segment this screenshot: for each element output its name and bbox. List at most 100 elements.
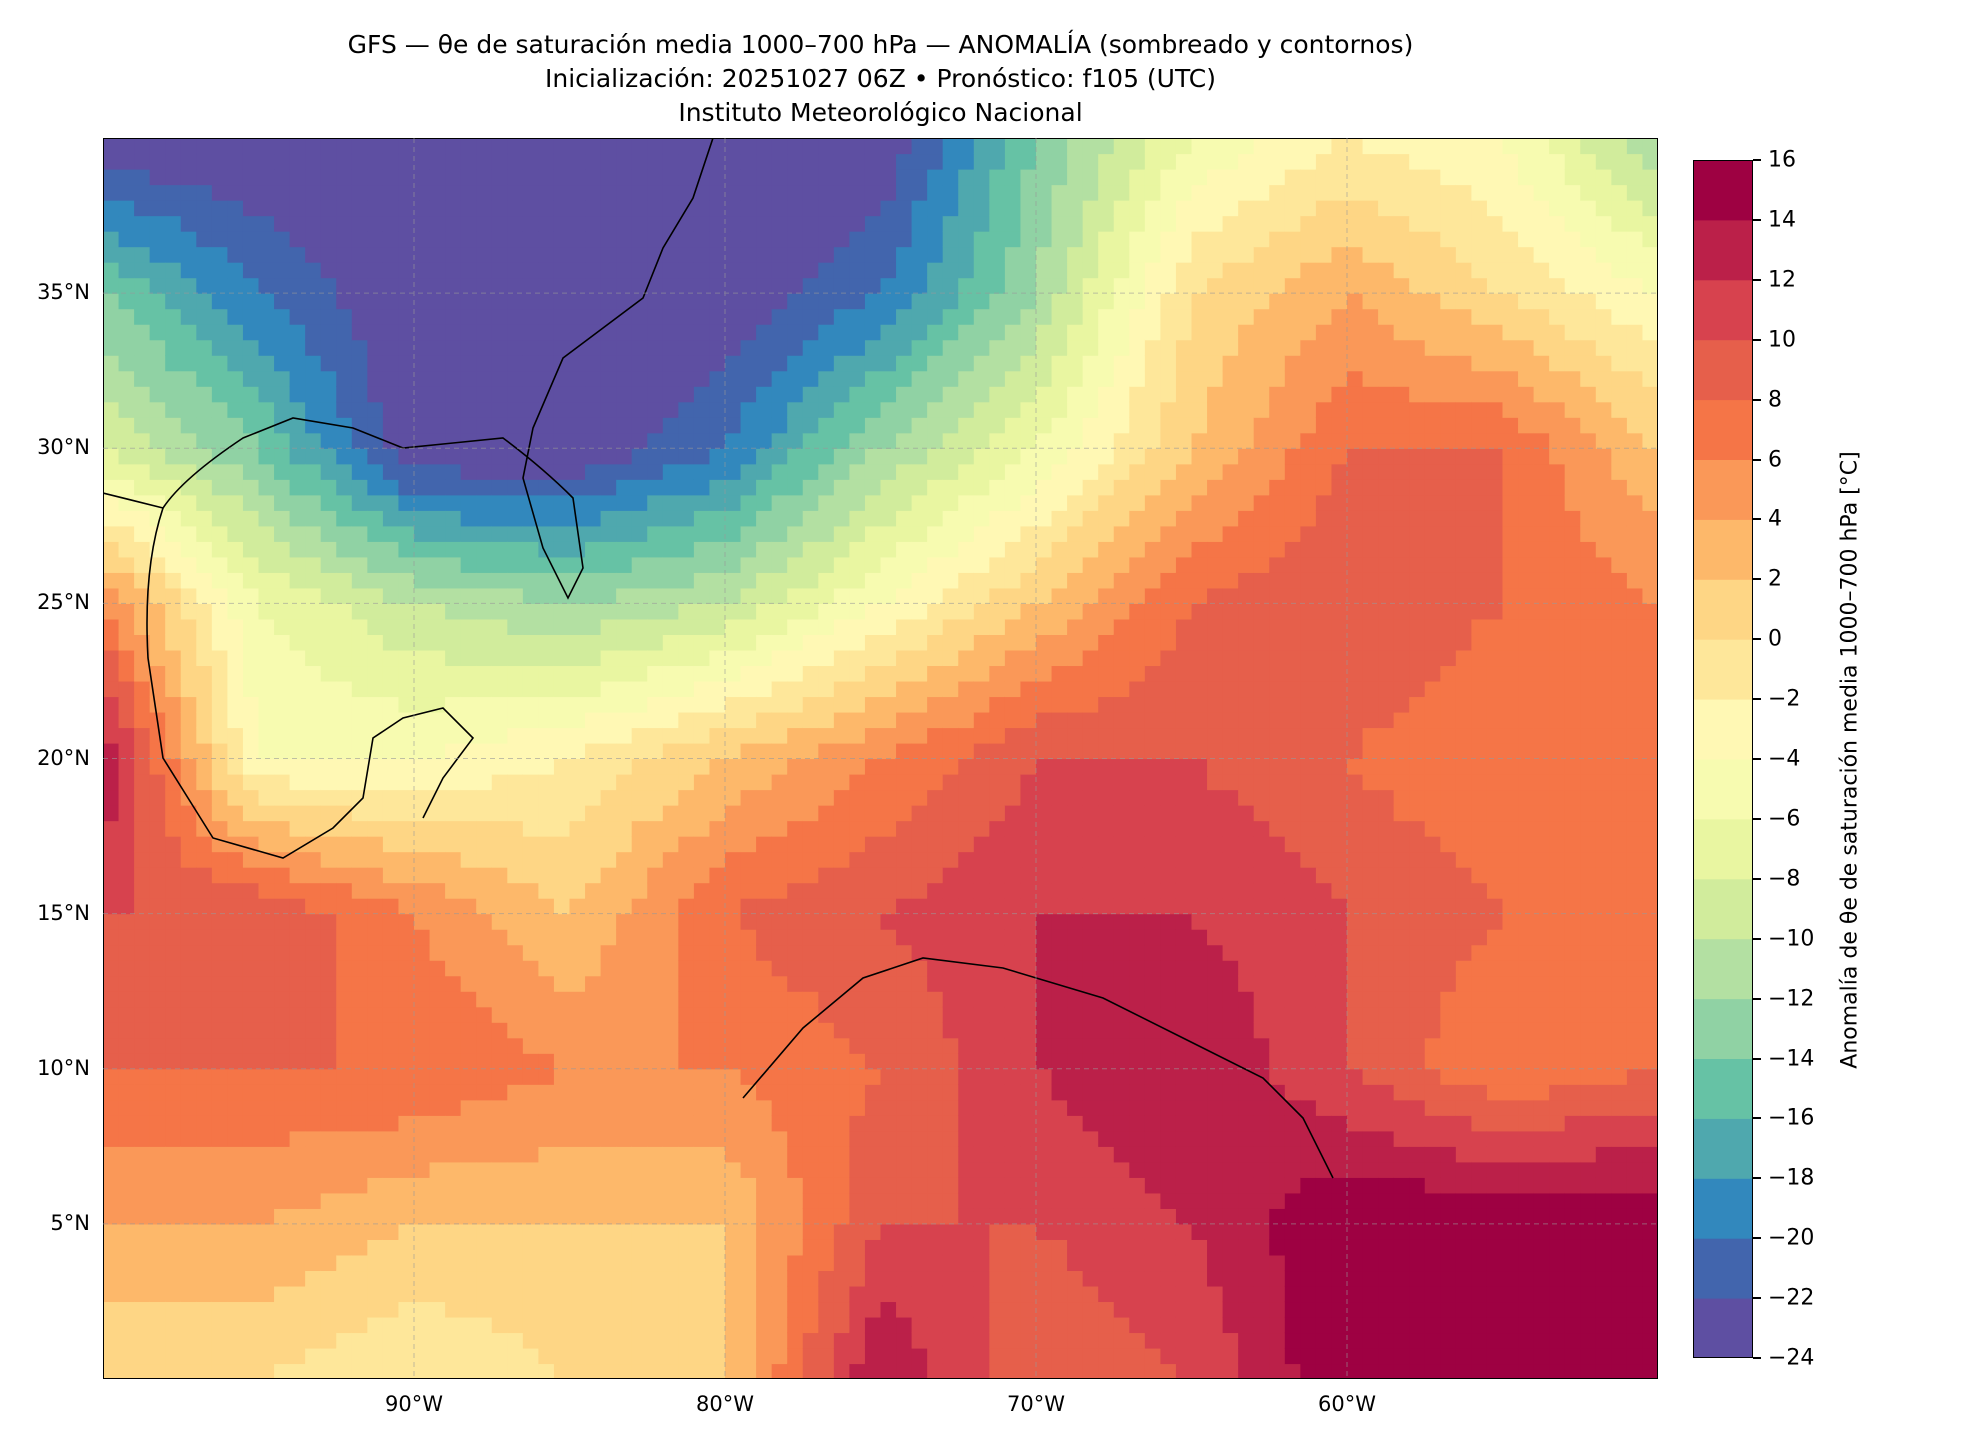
field-cell xyxy=(507,587,524,604)
field-cell xyxy=(289,618,306,635)
field-cell xyxy=(274,355,291,372)
field-cell xyxy=(414,1332,431,1349)
field-cell xyxy=(693,448,711,465)
field-cell xyxy=(149,479,166,496)
field-cell xyxy=(585,1239,602,1256)
field-cell xyxy=(507,1254,524,1272)
field-cell xyxy=(725,215,742,232)
field-cell xyxy=(662,401,679,418)
field-cell xyxy=(460,851,477,868)
field-cell xyxy=(414,1347,431,1365)
field-cell xyxy=(585,541,602,558)
field-cell xyxy=(771,1099,788,1116)
field-cell xyxy=(849,525,866,542)
field-cell xyxy=(880,929,897,946)
field-cell xyxy=(756,882,773,899)
field-cell xyxy=(289,494,306,511)
field-cell xyxy=(802,448,819,465)
field-cell xyxy=(740,525,757,542)
field-cell xyxy=(382,231,400,248)
field-cell xyxy=(429,820,446,837)
field-cell xyxy=(725,355,742,372)
field-cell xyxy=(211,618,228,635)
field-cell xyxy=(1004,805,1022,822)
field-cell xyxy=(693,680,711,698)
field-cell xyxy=(647,913,664,930)
field-cell xyxy=(569,1270,586,1287)
field-cell xyxy=(320,727,337,744)
field-cell xyxy=(989,541,1006,558)
field-cell xyxy=(118,215,135,232)
field-cell xyxy=(1036,680,1053,698)
field-cell xyxy=(258,1084,275,1101)
field-cell xyxy=(927,805,944,822)
field-cell xyxy=(662,432,679,449)
field-cell xyxy=(242,680,260,698)
field-cell xyxy=(445,711,462,729)
field-cell xyxy=(305,649,322,667)
field-cell xyxy=(149,587,166,604)
field-cell xyxy=(460,649,477,667)
field-cell xyxy=(134,1270,151,1287)
field-cell xyxy=(491,789,508,806)
field-cell xyxy=(600,789,617,806)
field-cell xyxy=(1036,138,1053,155)
field-cell xyxy=(538,944,555,961)
field-cell xyxy=(305,991,322,1008)
field-cell xyxy=(320,510,337,527)
field-cell xyxy=(414,1192,431,1209)
field-cell xyxy=(305,153,322,170)
field-cell xyxy=(647,417,664,434)
field-cell xyxy=(274,1146,291,1163)
field-cell xyxy=(227,215,244,232)
field-cell xyxy=(289,1223,306,1240)
field-cell xyxy=(787,836,804,853)
field-cell xyxy=(678,1068,695,1085)
field-cell xyxy=(227,867,244,884)
field-cell xyxy=(553,525,571,542)
field-cell xyxy=(258,246,275,263)
field-cell xyxy=(600,153,617,170)
field-cell xyxy=(1020,1270,1037,1287)
field-cell xyxy=(491,324,508,341)
field-cell xyxy=(336,587,353,604)
field-cell xyxy=(662,1037,679,1054)
field-cell xyxy=(382,1223,400,1240)
field-cell xyxy=(942,960,959,977)
field-cell xyxy=(522,1115,539,1132)
field-cell xyxy=(180,432,197,449)
field-cell xyxy=(616,448,633,465)
field-cell xyxy=(662,820,679,837)
field-cell xyxy=(771,200,788,217)
field-cell xyxy=(429,882,446,899)
field-cell xyxy=(491,634,508,651)
field-cell xyxy=(678,944,695,961)
field-cell xyxy=(818,401,835,418)
field-cell xyxy=(367,169,384,186)
field-cell xyxy=(740,1099,757,1116)
field-cell xyxy=(398,1146,415,1163)
field-cell xyxy=(118,944,135,961)
field-cell xyxy=(833,1177,850,1194)
field-cell xyxy=(196,200,213,217)
field-cell xyxy=(756,370,773,387)
field-cell xyxy=(880,510,897,527)
field-cell xyxy=(600,1053,617,1070)
field-cell xyxy=(1004,169,1022,186)
field-cell xyxy=(1036,1130,1053,1147)
field-cell xyxy=(647,975,664,992)
field-cell xyxy=(725,1270,742,1287)
field-cell xyxy=(569,1115,586,1132)
field-cell xyxy=(553,851,571,868)
field-cell xyxy=(289,991,306,1008)
field-cell xyxy=(320,153,337,170)
field-cell xyxy=(305,293,322,310)
field-cell xyxy=(787,727,804,744)
field-cell xyxy=(849,820,866,837)
field-cell xyxy=(1051,1146,1068,1163)
field-cell xyxy=(507,417,524,434)
field-cell xyxy=(118,479,135,496)
field-cell xyxy=(1036,618,1053,635)
field-cell xyxy=(662,680,679,698)
field-cell xyxy=(180,929,197,946)
